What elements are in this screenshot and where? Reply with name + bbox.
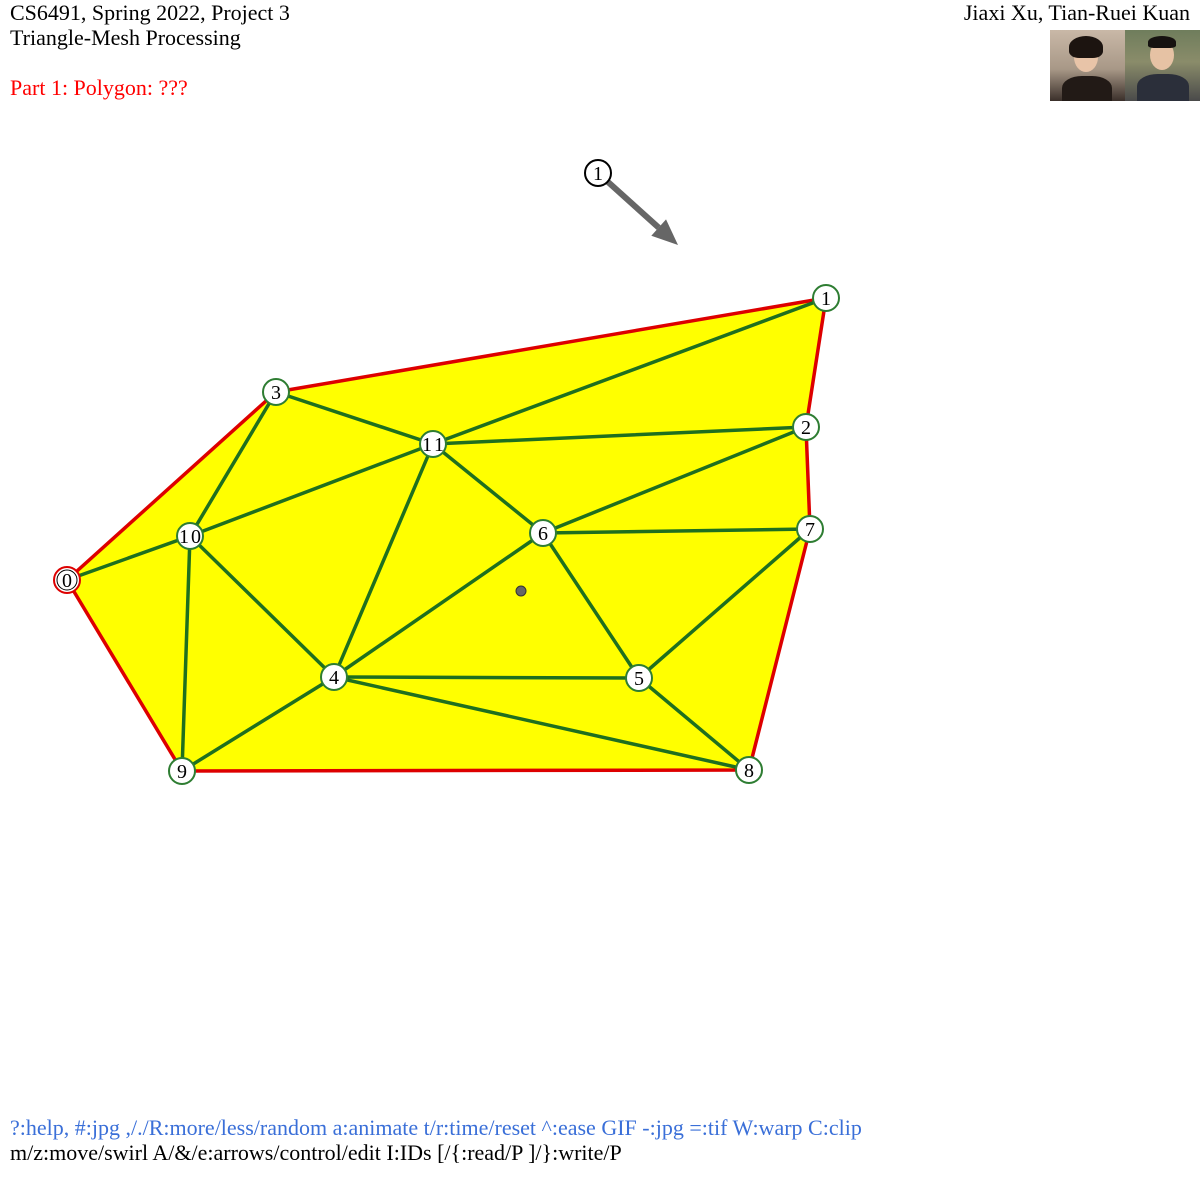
vertex-label: 2 xyxy=(801,417,811,439)
vertex-1[interactable]: 1 xyxy=(812,284,840,312)
arrow-shaft[interactable] xyxy=(604,178,661,230)
mesh-edge-4-5 xyxy=(332,675,641,680)
mesh-edge-10-11 xyxy=(188,442,435,538)
mesh-edge-3-11 xyxy=(274,390,435,446)
webcam-person-left xyxy=(1050,30,1125,101)
vertex-4[interactable]: 4 xyxy=(320,663,348,691)
arrow-label: 1 xyxy=(593,163,603,185)
course-title: CS6491, Spring 2022, Project 3 xyxy=(10,0,290,25)
webcam-thumbnail xyxy=(1050,30,1200,101)
vertex-label: 4 xyxy=(329,667,339,689)
vertex-5[interactable]: 5 xyxy=(625,664,653,692)
mesh-edge-6-5 xyxy=(541,531,641,680)
vertex-7[interactable]: 7 xyxy=(796,515,824,543)
mesh-edge-3-10 xyxy=(188,390,278,538)
control-shortcuts: m/z:move/swirl A/&/e:arrows/control/edit… xyxy=(10,1140,622,1165)
mesh-edge-11-2 xyxy=(431,425,808,446)
vertex-0[interactable]: 0 xyxy=(53,566,81,594)
arrow-handle-1[interactable]: 1 xyxy=(584,159,612,187)
mesh-edge-6-2 xyxy=(541,425,808,535)
project-subtitle: Triangle-Mesh Processing xyxy=(10,25,241,50)
vertex-9[interactable]: 9 xyxy=(168,757,196,785)
mesh-edge-10-4 xyxy=(188,534,336,679)
vertex-label: 7 xyxy=(805,519,815,541)
webcam-person-right xyxy=(1125,30,1200,101)
part-title: Part 1: Polygon: ??? xyxy=(10,75,188,100)
mesh-edge-6-7 xyxy=(541,527,812,535)
vertex-label: 8 xyxy=(744,760,754,782)
mesh-edge-4-6 xyxy=(332,531,545,679)
vertex-label: 6 xyxy=(538,523,548,545)
vertex-3[interactable]: 3 xyxy=(262,378,290,406)
arrow-head[interactable] xyxy=(651,219,678,245)
vertex-label: 9 xyxy=(177,761,187,783)
mesh-edge-9-4 xyxy=(180,675,336,773)
vertex-11[interactable]: 11 xyxy=(419,430,447,458)
mesh-edge-11-1 xyxy=(431,296,828,446)
mesh-edge-10-9 xyxy=(180,534,192,773)
help-shortcuts: ?:help, #:jpg ,/./R:more/less/random a:a… xyxy=(10,1115,862,1140)
vertex-label: 0 xyxy=(62,570,72,592)
authors: Jiaxi Xu, Tian-Ruei Kuan xyxy=(963,0,1190,25)
mesh-edge-5-8 xyxy=(637,676,751,772)
vertex-label: 3 xyxy=(271,382,281,404)
vertex-8[interactable]: 8 xyxy=(735,756,763,784)
mesh-edge-11-6 xyxy=(431,442,545,535)
vertex-6[interactable]: 6 xyxy=(529,519,557,547)
vertex-2[interactable]: 2 xyxy=(792,413,820,441)
mesh-edge-5-7 xyxy=(637,527,812,680)
vertex-label: 1 xyxy=(821,288,831,310)
vertex-label: 5 xyxy=(634,668,644,690)
polygon-region xyxy=(65,296,828,773)
vertex-10[interactable]: 10 xyxy=(176,522,204,550)
centroid-dot xyxy=(515,585,527,597)
mesh-edge-0-10 xyxy=(65,534,192,582)
mesh-edge-11-4 xyxy=(332,442,435,679)
mesh-edge-4-8 xyxy=(332,675,751,772)
